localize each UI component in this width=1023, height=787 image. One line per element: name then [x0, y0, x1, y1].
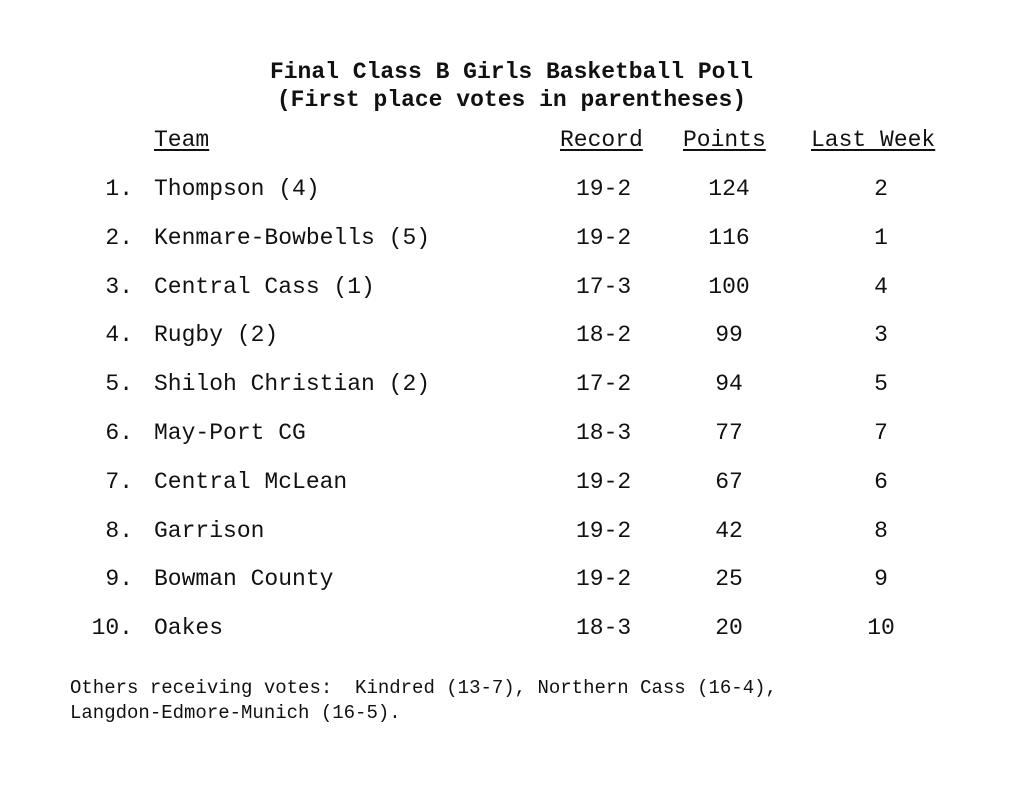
last-week-cell: 9: [874, 566, 888, 592]
rank-cell: 9.: [105, 566, 133, 592]
points-cell: 77: [715, 420, 743, 446]
points-cell: 94: [715, 371, 743, 397]
column-header-points: Points: [683, 127, 766, 153]
record-cell: 18-3: [576, 615, 632, 641]
rank-cell: 6.: [105, 420, 133, 446]
record-cell: 18-3: [576, 420, 632, 446]
points-cell: 100: [708, 274, 750, 300]
column-header-last-week: Last Week: [811, 127, 936, 153]
team-cell: Bowman County: [154, 566, 334, 592]
last-week-cell: 3: [874, 322, 888, 348]
table-row: 3. Central Cass (1) 17-3 100 4: [0, 273, 1023, 301]
last-week-cell: 7: [874, 420, 888, 446]
record-cell: 19-2: [576, 225, 632, 251]
last-week-cell: 8: [874, 518, 888, 544]
last-week-cell: 2: [874, 176, 888, 202]
poll-subtitle: (First place votes in parentheses): [276, 87, 747, 113]
rank-cell: 5.: [105, 371, 133, 397]
rank-cell: 4.: [105, 322, 133, 348]
points-cell: 116: [708, 225, 750, 251]
column-header-record: Record: [560, 127, 643, 153]
others-receiving-votes: Others receiving votes: Kindred (13-7), …: [70, 677, 777, 699]
record-cell: 19-2: [576, 176, 632, 202]
team-cell: Oakes: [154, 615, 224, 641]
table-row: 8. Garrison 19-2 42 8: [0, 517, 1023, 545]
last-week-cell: 10: [867, 615, 895, 641]
record-cell: 17-2: [576, 371, 632, 397]
record-cell: 18-2: [576, 322, 632, 348]
points-cell: 124: [708, 176, 750, 202]
team-cell: Garrison: [154, 518, 265, 544]
record-cell: 19-2: [576, 518, 632, 544]
team-cell: Central Cass (1): [154, 274, 375, 300]
team-cell: May-Port CG: [154, 420, 306, 446]
points-cell: 67: [715, 469, 743, 495]
table-row: 5. Shiloh Christian (2) 17-2 94 5: [0, 370, 1023, 398]
poll-title: Final Class B Girls Basketball Poll: [269, 59, 754, 85]
record-cell: 17-3: [576, 274, 632, 300]
rank-cell: 3.: [105, 274, 133, 300]
table-row: 4. Rugby (2) 18-2 99 3: [0, 321, 1023, 349]
points-cell: 25: [715, 566, 743, 592]
table-row: 1. Thompson (4) 19-2 124 2: [0, 175, 1023, 203]
points-cell: 99: [715, 322, 743, 348]
team-cell: Kenmare-Bowbells (5): [154, 225, 431, 251]
record-cell: 19-2: [576, 566, 632, 592]
table-row: 2. Kenmare-Bowbells (5) 19-2 116 1: [0, 224, 1023, 252]
table-row: 10. Oakes 18-3 20 10: [0, 614, 1023, 642]
rank-cell: 2.: [105, 225, 133, 251]
column-header-team: Team: [154, 127, 210, 153]
record-cell: 19-2: [576, 469, 632, 495]
team-cell: Rugby (2): [154, 322, 279, 348]
last-week-cell: 5: [874, 371, 888, 397]
others-receiving-votes-continued: Langdon-Edmore-Munich (16-5).: [70, 702, 401, 724]
table-row: 9. Bowman County 19-2 25 9: [0, 565, 1023, 593]
team-cell: Thompson (4): [154, 176, 320, 202]
table-row: 6. May-Port CG 18-3 77 7: [0, 419, 1023, 447]
last-week-cell: 1: [874, 225, 888, 251]
last-week-cell: 6: [874, 469, 888, 495]
rank-cell: 7.: [105, 469, 133, 495]
points-cell: 42: [715, 518, 743, 544]
team-cell: Central McLean: [154, 469, 348, 495]
rank-cell: 10.: [91, 615, 133, 641]
points-cell: 20: [715, 615, 743, 641]
last-week-cell: 4: [874, 274, 888, 300]
rank-cell: 1.: [105, 176, 133, 202]
rank-cell: 8.: [105, 518, 133, 544]
team-cell: Shiloh Christian (2): [154, 371, 431, 397]
table-row: 7. Central McLean 19-2 67 6: [0, 468, 1023, 496]
